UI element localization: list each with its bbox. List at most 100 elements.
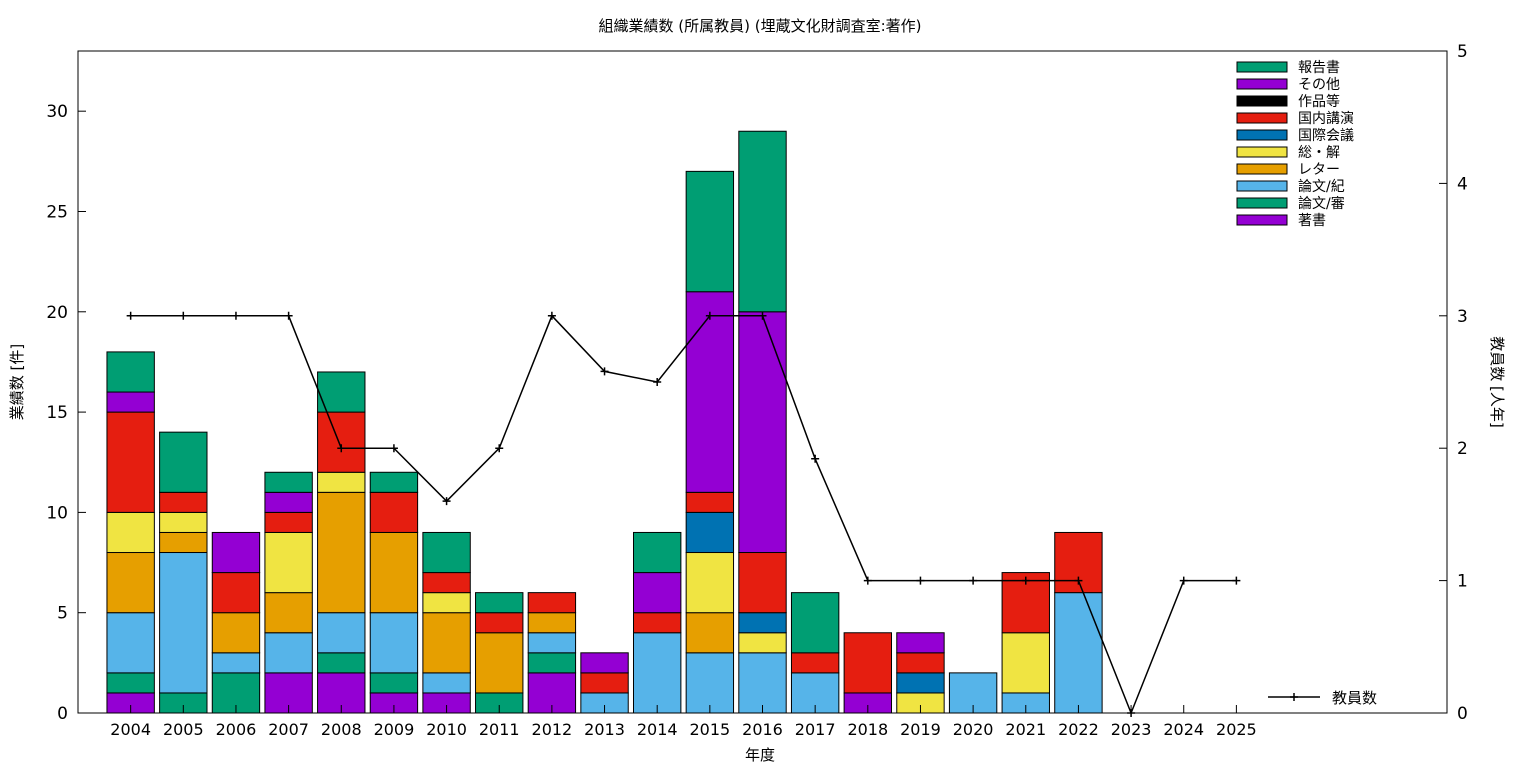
bar-segment [264, 471, 313, 493]
y2-axis-label: 教員数 [人年] [1488, 336, 1506, 427]
legend-swatch [1236, 214, 1288, 226]
x-tick-label: 2005 [163, 720, 204, 739]
bar-segment [264, 491, 313, 513]
bar-segment [738, 130, 787, 313]
bar-segment [896, 672, 945, 694]
bar-segment [580, 672, 629, 694]
bar-segment [738, 612, 787, 634]
bar-segment [632, 572, 682, 614]
bar-segment [475, 632, 524, 694]
legend-swatch [1236, 197, 1288, 209]
y-tick-label: 20 [46, 303, 68, 323]
bar-segment [317, 652, 366, 674]
bar-segment [264, 592, 313, 634]
line-point [547, 311, 556, 320]
bar-segment [685, 291, 735, 493]
line-legend-marker [1290, 693, 1298, 701]
bar-segment [685, 652, 735, 714]
bar-segment [369, 531, 419, 614]
bar-segment [106, 411, 155, 513]
bar-segment [106, 552, 155, 614]
bar-segment [738, 652, 787, 714]
line-point [653, 378, 662, 386]
legend-label: 論文/審 [1298, 196, 1345, 212]
bar-segment [159, 552, 208, 694]
bar-segment [580, 652, 629, 674]
bar-segment [264, 511, 313, 533]
legend-label: 国内講演 [1298, 111, 1354, 127]
line-legend-label: 教員数 [1332, 689, 1377, 707]
bar-segment [632, 632, 682, 714]
bar-segment [106, 672, 155, 694]
legend-label: 報告書 [1298, 60, 1340, 76]
legend-swatch [1236, 61, 1288, 73]
x-tick-label: 2020 [953, 720, 994, 739]
bar-segment [317, 471, 366, 493]
line-path [130, 314, 1237, 716]
bar-segment [369, 471, 419, 493]
x-tick-label: 2024 [1163, 720, 1204, 739]
bar-segment [685, 170, 735, 293]
line-point [916, 576, 925, 585]
bar-segment [422, 592, 471, 614]
bar-segment [475, 612, 524, 634]
line-point [1074, 576, 1083, 585]
bar-segment [369, 672, 419, 694]
bar-segment [422, 672, 471, 694]
bar-segment [790, 592, 840, 654]
bar-segment [632, 531, 682, 574]
bar-segment [738, 311, 787, 554]
line-point [1232, 576, 1241, 585]
line-point [126, 311, 135, 320]
bar-segment [422, 612, 471, 674]
bar-segment [317, 371, 366, 413]
legend-label: 著書 [1298, 213, 1326, 229]
x-tick-label: 2009 [374, 720, 415, 739]
bar-segment [159, 491, 208, 513]
legend-label: 作品等 [1298, 93, 1340, 110]
line-point [863, 576, 872, 585]
bar-segment [527, 612, 577, 634]
line-point [1021, 576, 1030, 585]
bar-segment [1054, 592, 1103, 714]
y-tick-label: 10 [46, 503, 68, 523]
x-tick-label: 2013 [584, 720, 625, 739]
bar-segment [738, 552, 787, 614]
bars-layer [106, 130, 1103, 714]
x-tick-label: 2007 [268, 720, 309, 739]
x-tick-label: 2018 [847, 720, 888, 739]
x-tick-label: 2011 [479, 720, 520, 739]
legend-swatch [1236, 78, 1288, 90]
line-point [705, 311, 714, 320]
bar-segment [317, 491, 366, 614]
line-point [811, 454, 820, 463]
bar-segment [632, 612, 682, 634]
x-tick-label: 2014 [637, 720, 678, 739]
bar-segment [106, 391, 155, 413]
x-tick-label: 2010 [426, 720, 467, 739]
y-tick-label: 15 [46, 403, 68, 423]
line-point [179, 311, 188, 320]
bar-segment [211, 531, 261, 574]
bar-segment [159, 531, 208, 554]
bar-segment [317, 612, 366, 654]
bar-segment [790, 652, 840, 674]
legend-swatch [1236, 146, 1288, 158]
legend-label: 論文/紀 [1298, 179, 1345, 195]
line-point [1179, 576, 1188, 585]
y-tick-label: 5 [57, 604, 68, 624]
x-tick-label: 2022 [1058, 720, 1099, 739]
x-tick-label: 2023 [1111, 720, 1152, 739]
y-tick-label: 0 [57, 704, 68, 724]
legend-label: レター [1298, 162, 1340, 178]
line-point [969, 576, 978, 585]
bar-segment [422, 531, 471, 574]
line-point [495, 444, 504, 453]
y2-tick-label: 2 [1457, 439, 1468, 459]
x-tick-label: 2016 [742, 720, 783, 739]
bar-segment [527, 632, 577, 654]
bar-segment [527, 592, 577, 614]
legend-swatch [1236, 163, 1288, 175]
